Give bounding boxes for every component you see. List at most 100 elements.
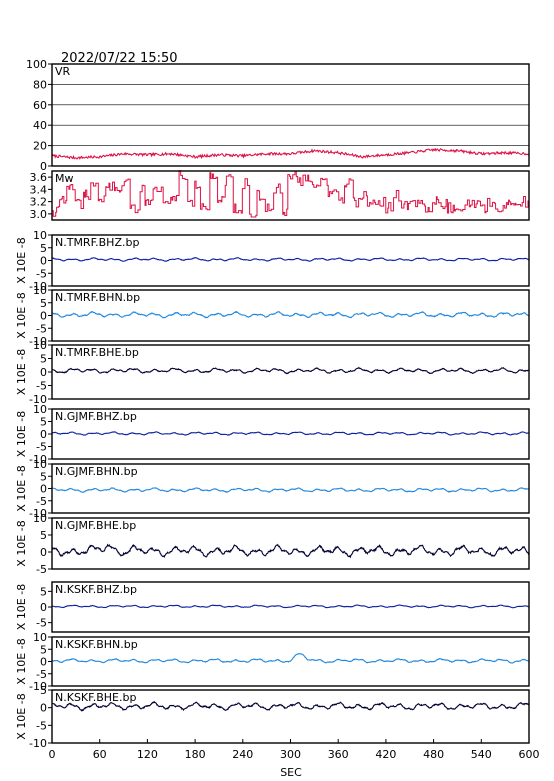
y-tick-label: 5 [40,470,47,483]
y-tick-label: -5 [36,441,47,454]
panel-label: N.KSKF.BHN.bp [55,638,138,651]
panel-label: N.GJMF.BHN.bp [55,465,138,478]
y-tick-label: 80 [33,78,47,91]
y-tick-label: -5 [36,617,47,630]
y-tick-label: -10 [29,335,47,348]
units-label: X 10E -8 [15,237,28,283]
x-tick-label: 540 [471,748,492,761]
panel-n-gjmf-bhe-bp: -5 0 5 10 N.GJMF.BHE.bp X 10E -8 [15,512,530,576]
x-tick-label: 360 [328,748,349,761]
panel-label: N.TMRF.BHE.bp [55,346,139,359]
units-label: X 10E -8 [15,465,28,511]
units-label: X 10E -8 [15,292,28,338]
y-tick-label: 10 [33,512,47,525]
y-tick-label: 5 [40,353,47,366]
y-tick-label: 0 [40,366,47,379]
y-tick-label: 3.6 [30,171,48,184]
x-tick-label: 480 [423,748,444,761]
y-tick-label: 3.2 [30,196,48,209]
panel-frame [51,63,530,167]
y-tick-label: -5 [36,267,47,280]
y-tick-label: 10 [33,229,47,242]
x-tick-label: 240 [232,748,253,761]
y-tick-label: 0 [40,601,47,614]
y-tick-label: 20 [33,140,47,153]
series-line [51,604,530,609]
x-tick-label: 300 [280,748,301,761]
y-tick-label: 0 [40,702,47,715]
panel-label: N.GJMF.BHE.bp [55,519,136,532]
units-label: X 10E -8 [15,693,28,739]
y-tick-label: 5 [40,297,47,310]
y-tick-label: -5 [36,380,47,393]
units-label: X 10E -8 [15,520,28,566]
y-tick-label: 0 [40,483,47,496]
y-tick-label: 5 [40,416,47,429]
y-tick-label: 0 [40,255,47,268]
x-axis: 0 60 120 180 240 300 360 420 480 540 600 [49,739,540,761]
units-label: X 10E -8 [15,584,28,630]
y-tick-label: -10 [29,507,47,520]
y-tick-label: -5 [36,495,47,508]
x-axis-label: SEC [280,766,302,779]
series-line [51,487,530,494]
units-label: X 10E -8 [15,411,28,457]
panel-label: N.TMRF.BHZ.bp [55,236,139,249]
y-tick-label: 10 [33,284,47,297]
y-tick-label: 0 [40,310,47,323]
y-tick-label: 10 [33,403,47,416]
y-tick-label: 5 [40,585,47,598]
x-tick-label: 180 [185,748,206,761]
panel-label: N.GJMF.BHZ.bp [55,410,137,423]
panel-vr: 0 20 40 60 80 100 VR [26,58,530,173]
y-tick-label: 0 [40,656,47,669]
y-tick-label: 0 [40,160,47,173]
timestamp-label: 2022/07/22 15:50 [61,51,178,66]
panel-frame [51,170,530,221]
units-label: X 10E -8 [15,638,28,684]
y-tick-label: 5 [40,529,47,542]
panel-label: N.TMRF.BHN.bp [55,291,140,304]
y-tick-label: 0 [40,546,47,559]
y-tick-label: 5 [40,643,47,656]
series-line [51,366,530,375]
y-tick-label: 3.0 [30,208,48,221]
y-tick-label: 10 [33,339,47,352]
y-tick-label: -10 [29,393,47,406]
panel-frame [51,517,530,570]
x-tick-label: 0 [49,748,56,761]
panel-label: Mw [55,172,74,185]
y-tick-label: -10 [29,453,47,466]
y-tick-label: 3.4 [30,183,48,196]
y-tick-label: -10 [29,680,47,693]
panel-label: N.KSKF.BHE.bp [55,691,136,704]
y-tick-label: 0 [40,428,47,441]
x-tick-label: 120 [137,748,158,761]
series-line [51,700,530,712]
series-line [51,147,530,160]
series-line [51,431,530,436]
series-line [51,310,530,319]
x-tick-label: 600 [519,748,540,761]
y-tick-label: -5 [36,719,47,732]
panel-n-kskf-bhz-bp: -5 0 5 N.KSKF.BHZ.bp X 10E -8 [15,581,530,633]
series-line [51,257,530,262]
y-tick-label: -10 [29,280,47,293]
panel-label: N.KSKF.BHZ.bp [55,583,137,596]
y-tick-label: 60 [33,99,47,112]
y-tick-label: 10 [33,631,47,644]
units-label: X 10E -8 [15,349,28,395]
x-tick-label: 420 [375,748,396,761]
y-tick-label: -5 [36,668,47,681]
y-tick-label: -5 [36,322,47,335]
panel-n-kskf-bhe-bp: -10 -5 0 5 N.KSKF.BHE.bp X 10E -8 [15,684,530,750]
panel-mw: 3.03.23.43.6 Mw [30,170,530,221]
y-tick-label: 40 [33,119,47,132]
y-tick-label: 5 [40,684,47,697]
